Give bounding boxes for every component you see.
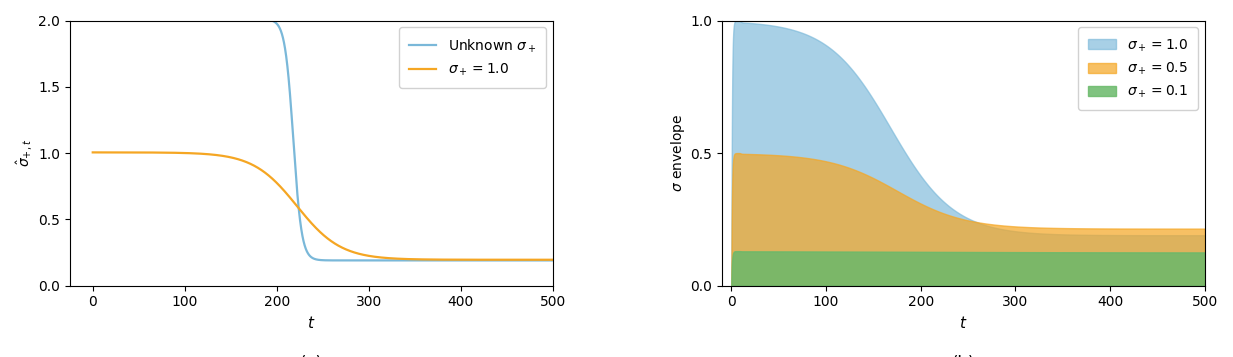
Unknown $\sigma_+$ [464,258,478,262]
Y-axis label: $\sigma$ envelope: $\sigma$ envelope [670,114,687,192]
X-axis label: $t$: $t$ [959,315,968,331]
Unknown $\sigma_+$ [169,17,184,21]
$\sigma_+ = 1.0$ [85,150,100,155]
$\sigma_+ = 1.0$ [169,151,184,155]
Unknown $\sigma_+$ [429,258,444,262]
X-axis label: $t$: $t$ [307,315,316,331]
$\sigma_+ = 1.0$ [385,256,399,261]
$\sigma_+ = 1.0$ [429,257,444,262]
Unknown $\sigma_+$ [85,17,100,21]
$\sigma_+ = 1.0$ [464,257,478,262]
Line: $\sigma_+ = 1.0$: $\sigma_+ = 1.0$ [92,152,552,260]
Text: (a): (a) [300,355,323,357]
Unknown $\sigma_+$ [545,258,560,262]
$\sigma_+ = 1.0$ [261,173,276,177]
Unknown $\sigma_+$ [361,258,376,262]
Legend: Unknown $\sigma_+$, $\sigma_+ = 1.0$: Unknown $\sigma_+$, $\sigma_+ = 1.0$ [399,27,546,87]
Unknown $\sigma_+$ [385,258,399,262]
$\sigma_+ = 1.0$ [545,258,560,262]
Y-axis label: $\hat{\sigma}_{+,t}$: $\hat{\sigma}_{+,t}$ [15,139,36,167]
Text: (b): (b) [952,355,975,357]
Unknown $\sigma_+$ [261,17,276,22]
Line: Unknown $\sigma_+$: Unknown $\sigma_+$ [92,19,552,260]
Legend: $\sigma_+ = 1.0$, $\sigma_+ = 0.5$, $\sigma_+ = 0.1$: $\sigma_+ = 1.0$, $\sigma_+ = 0.5$, $\si… [1079,27,1198,110]
$\sigma_+ = 1.0$ [361,254,376,258]
Unknown $\sigma_+$ [451,258,466,262]
